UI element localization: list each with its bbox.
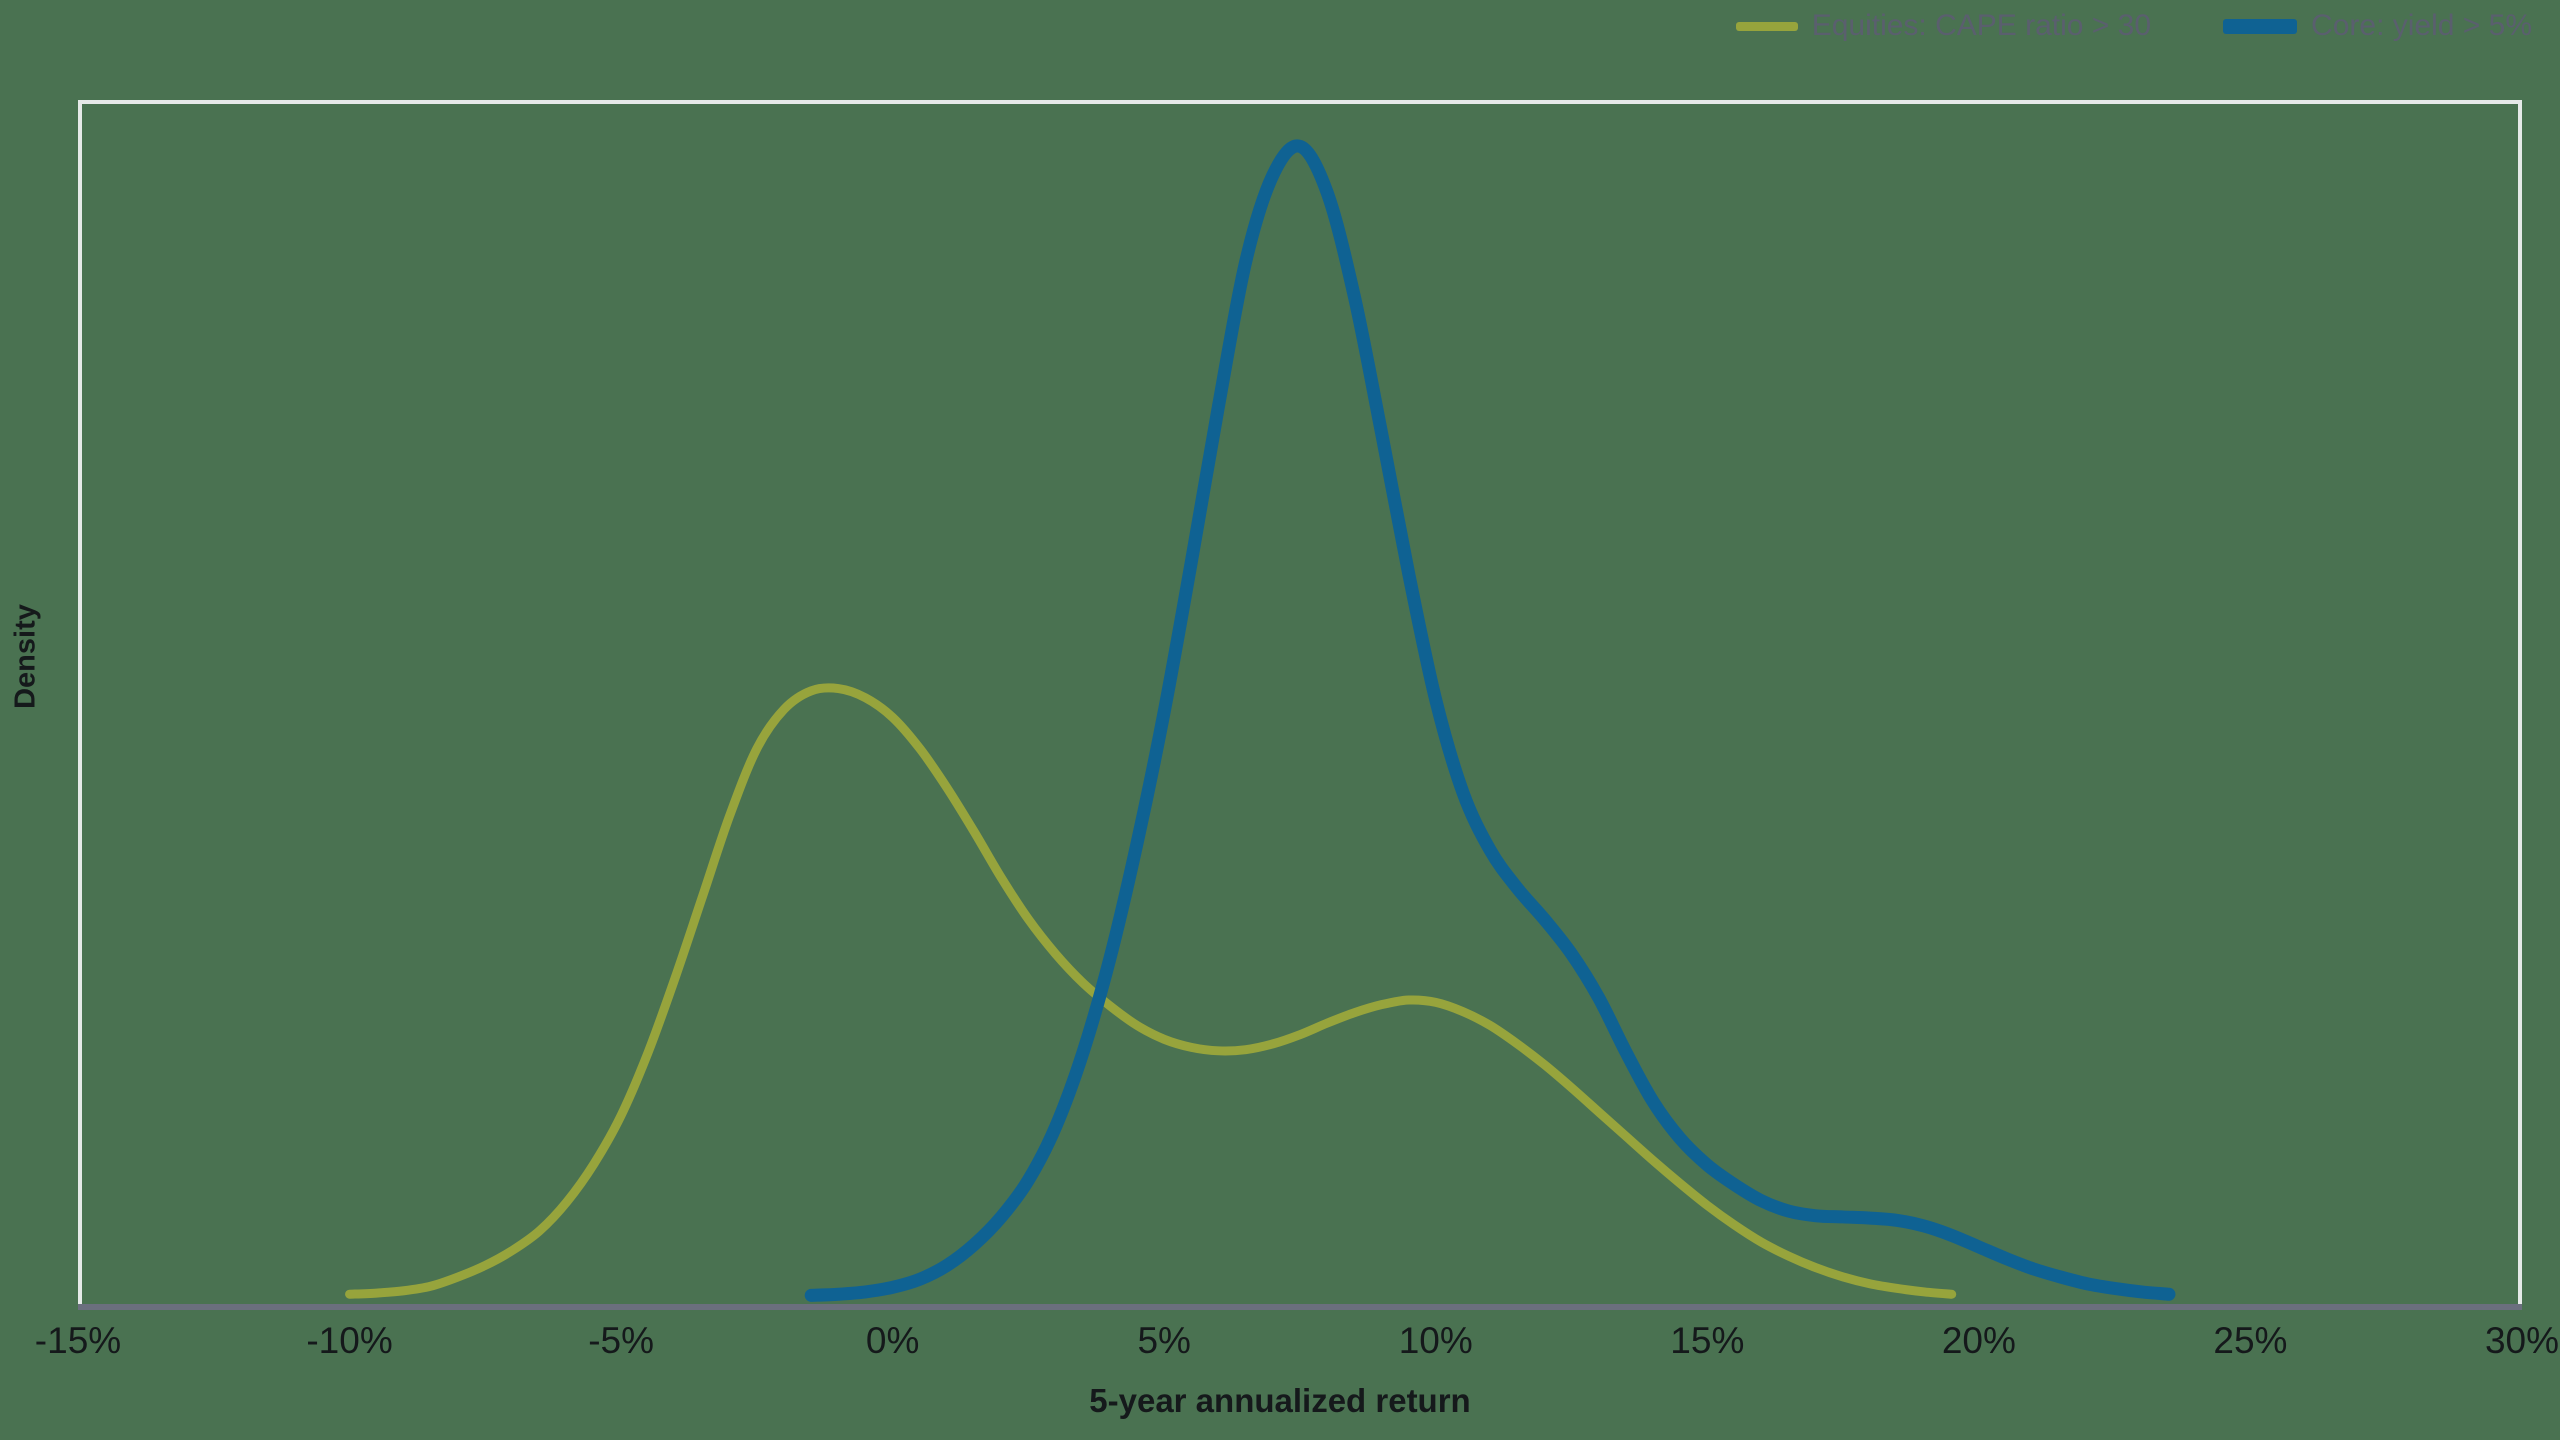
x-tick-label: 15% [1670,1320,1745,1361]
series-line-equities [345,683,1957,1299]
series-line-core [804,139,2176,1302]
legend-item-core[interactable]: Core: yield > 5% [2223,9,2532,43]
legend-item-equities[interactable]: Equities: CAPE ratio > 30 [1735,9,2152,43]
legend-swatch-core-icon [2223,18,2298,34]
legend-swatch-equities-icon [1735,21,1798,31]
legend-label-equities: Equities: CAPE ratio > 30 [1811,9,2152,42]
x-axis-tick-labels: -15% -10% -5% 0% 5% 10% 15% 20% 25% 30% [0,1320,2560,1380]
x-tick-label: 25% [2213,1320,2288,1361]
x-tick-label: 10% [1398,1320,1473,1361]
x-tick-label: 20% [1941,1320,2016,1361]
legend-label-core: Core: yield > 5% [2311,9,2532,42]
x-axis-line [78,1304,2522,1310]
x-tick-label: -10% [306,1320,393,1361]
y-axis-title: Density [9,604,42,709]
x-tick-label: 5% [1137,1320,1191,1361]
x-tick-label: -15% [34,1320,122,1361]
density-curves [345,139,2176,1302]
x-axis-title: 5-year annualized return [1089,1382,1471,1419]
chart-legend: Equities: CAPE ratio > 30 Core: yield > … [0,0,2560,52]
x-tick-label: -5% [588,1320,655,1361]
x-tick-label: 0% [865,1320,920,1361]
x-tick-label: 30% [2484,1320,2560,1361]
